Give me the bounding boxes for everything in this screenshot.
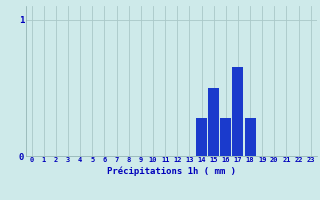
Bar [208, 88, 219, 156]
Bar [196, 118, 207, 156]
Bar [244, 118, 256, 156]
X-axis label: Précipitations 1h ( mm ): Précipitations 1h ( mm ) [107, 166, 236, 176]
Bar [232, 67, 244, 156]
Bar [220, 118, 231, 156]
